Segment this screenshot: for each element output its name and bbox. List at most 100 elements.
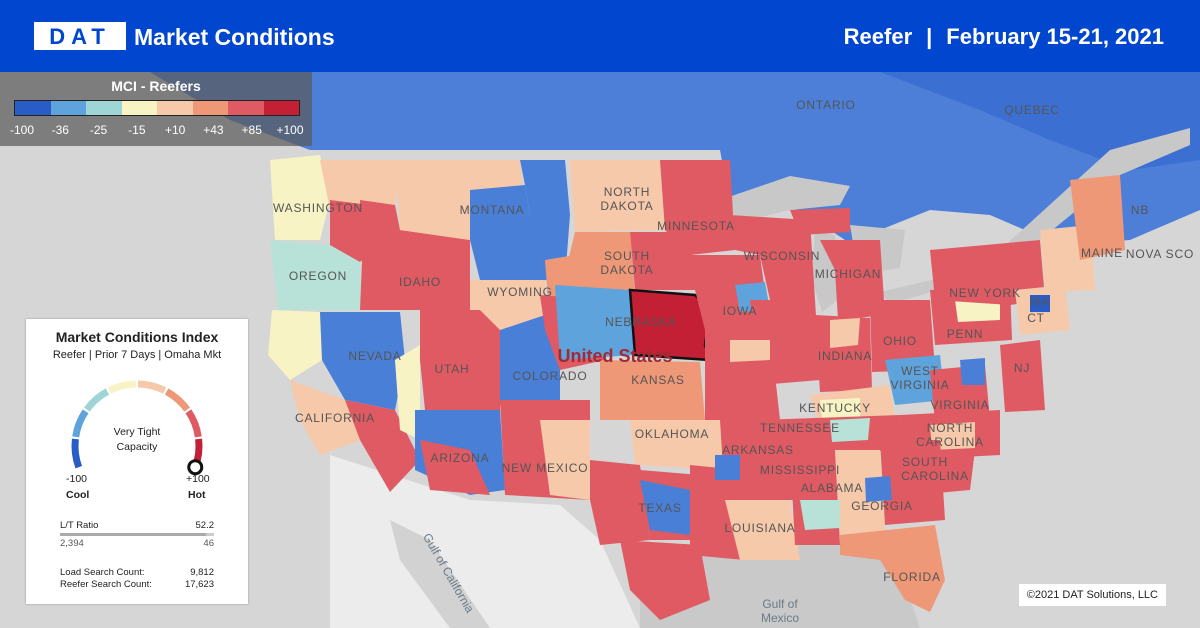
gulf-of-mexico: [640, 540, 920, 628]
region-wisconsin: [730, 215, 815, 300]
label-minnesota: MINNESOTA: [657, 219, 735, 233]
label-gulf-of-mexico-1: Gulf of: [762, 597, 798, 611]
canada-east-region: [880, 72, 1200, 170]
label-south-dakota-2: DAKOTA: [600, 263, 653, 277]
reefer-search-label: Reefer Search Count:: [60, 579, 152, 590]
label-new-mexico: NEW MEXICO: [502, 461, 589, 475]
label-nebraska: NEBRASKA: [605, 315, 677, 329]
region-ma-blue: [1030, 295, 1050, 312]
region-ne-west: [555, 285, 635, 360]
region-az-south: [420, 440, 490, 495]
lt-ratio-label: L/T Ratio: [60, 520, 99, 531]
label-wyoming: WYOMING: [487, 285, 553, 299]
region-kansas: [600, 360, 705, 420]
lake-erie: [880, 278, 945, 304]
label-west-virginia-1: WEST: [901, 364, 939, 378]
label-idaho: IDAHO: [399, 275, 441, 289]
gauge-status: Very Tight Capacity: [104, 425, 170, 455]
region-nm-east: [540, 420, 590, 500]
region-al-light: [800, 500, 840, 530]
label-mississippi: MISSISSIPPI: [760, 463, 840, 477]
panel-title: Market Conditions Index: [55, 329, 219, 345]
label-south-carolina-1: SOUTH: [902, 455, 948, 469]
label-penn: PENN: [947, 327, 984, 341]
load-search-row: Load Search Count: 9,812: [60, 567, 214, 578]
date-range: February 15-21, 2021: [946, 24, 1164, 49]
region-texas-west: [590, 460, 650, 545]
label-indiana: INDIANA: [818, 349, 872, 363]
region-north-dakota: [570, 160, 665, 232]
lt-counts-row: 2,394 46: [60, 538, 214, 549]
label-north-carolina-2: CAROLINA: [916, 435, 984, 449]
label-texas: TEXAS: [638, 501, 681, 515]
dat-logo: DAT: [34, 22, 126, 50]
legend-swatch: [192, 101, 228, 115]
label-california: CALIFORNIA: [295, 411, 375, 425]
label-north-dakota-2: DAKOTA: [600, 199, 653, 213]
label-south-carolina-2: CAROLINA: [901, 469, 969, 483]
gauge-min: -100: [66, 473, 88, 485]
label-north-dakota-1: NORTH: [604, 185, 650, 199]
region-ca-north: [268, 310, 322, 380]
legend-tick: +10: [164, 123, 186, 137]
header-separator: |: [926, 24, 933, 49]
label-kentucky: KENTUCKY: [799, 401, 871, 415]
region-tn-light: [830, 418, 870, 442]
label-south-dakota-1: SOUTH: [604, 249, 650, 263]
region-colorado: [500, 310, 560, 405]
copyright: ©2021 DAT Solutions, LLC: [1018, 584, 1166, 606]
lt-ratio-row: L/T Ratio 52.2: [60, 520, 214, 531]
equipment-label: Reefer: [843, 24, 913, 49]
region-sd-east: [630, 232, 695, 290]
gauge-segment: [185, 409, 202, 438]
label-oklahoma: OKLAHOMA: [635, 427, 709, 441]
label-nb: NB: [1131, 203, 1149, 217]
label-west-virginia-2: VIRGINIA: [890, 378, 949, 392]
label-louisiana: LOUISIANA: [724, 521, 795, 535]
region-oregon: [270, 240, 362, 310]
label-quebec: QUEBEC: [1004, 103, 1059, 117]
gulf-of-california: [390, 520, 490, 628]
gauge-segment: [71, 438, 83, 469]
legend-color-scale: [14, 100, 300, 116]
market-map: ONTARIO QUEBEC WASHINGTON OREGON IDAHO M…: [0, 72, 1200, 628]
gauge-segment: [164, 388, 190, 412]
region-ky-light: [820, 398, 860, 420]
label-north-carolina-1: NORTH: [927, 421, 973, 435]
legend-tick: -100: [9, 123, 35, 137]
market-conditions-panel: Market Conditions Index Reefer | Prior 7…: [26, 319, 248, 604]
region-mo-light: [730, 340, 770, 362]
label-washington: WASHINGTON: [273, 201, 363, 215]
load-search-value: 9,812: [190, 567, 214, 578]
region-mt-east: [520, 160, 570, 215]
region-ca-west: [290, 380, 360, 455]
legend-tick: -15: [128, 123, 146, 137]
lt-ratio-value: 52.2: [195, 520, 215, 531]
label-tennessee: TENNESSEE: [760, 421, 840, 435]
canada-region: [150, 72, 1200, 250]
region-in-light: [830, 318, 860, 348]
region-florida: [840, 525, 945, 612]
mci-gauge: [71, 380, 204, 476]
region-nj: [1000, 340, 1045, 412]
reefer-search-value: 17,623: [184, 579, 214, 590]
region-w-wa: [320, 160, 400, 210]
label-new-york: NEW YORK: [949, 286, 1021, 300]
reefer-search-row: Reefer Search Count: 17,623: [60, 579, 214, 590]
region-south-dakota: [560, 232, 635, 295]
label-wisconsin: WISCONSIN: [744, 249, 821, 263]
header-title: Market Conditions: [134, 24, 335, 50]
truck-count: 46: [203, 538, 214, 549]
region-minnesota: [660, 160, 735, 255]
legend-title: MCI - Reefers: [111, 78, 201, 94]
region-alabama: [835, 450, 885, 535]
gauge-segment: [137, 380, 167, 394]
region-ohio: [870, 300, 935, 372]
label-iowa: IOWA: [723, 304, 758, 318]
gauge-max-label: Hot: [188, 489, 206, 501]
gauge-segment: [107, 380, 137, 394]
region-new-york: [930, 240, 1045, 305]
label-michigan: MICHIGAN: [815, 267, 881, 281]
region-nevada: [320, 312, 405, 410]
label-alabama: ALABAMA: [801, 481, 863, 495]
